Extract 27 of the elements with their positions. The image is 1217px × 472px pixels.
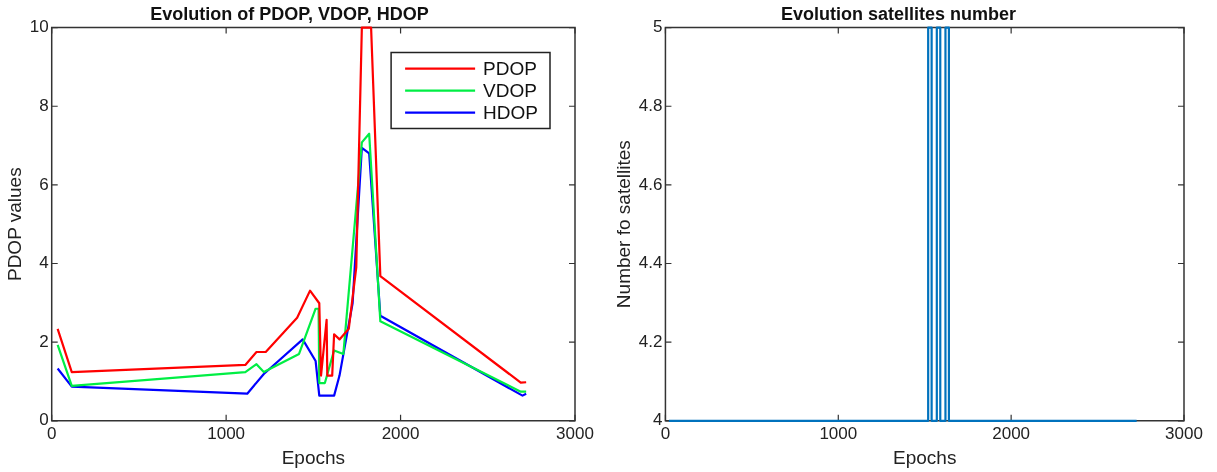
y-tick-label: 4.2: [638, 331, 663, 351]
y-axis-title: Number fo satellites: [612, 140, 634, 309]
y-tick-label: 4.4: [638, 253, 663, 273]
chart-title: Evolution of PDOP, VDOP, HDOP: [150, 3, 429, 24]
x-tick-label: 3000: [1165, 423, 1203, 443]
legend-label: VDOP: [483, 79, 537, 101]
y-tick-label: 10: [29, 17, 49, 37]
x-tick-label: 1000: [819, 423, 858, 443]
y-tick-label: 2: [39, 331, 49, 351]
y-tick-label: 4.8: [638, 95, 663, 115]
chart-title: Evolution satellites number: [780, 3, 1017, 24]
y-tick-label: 4.6: [638, 174, 663, 194]
y-axis-title: PDOP values: [3, 167, 25, 282]
x-tick-label: 2000: [381, 423, 420, 443]
y-tick-label: 0: [39, 410, 49, 430]
legend-label: HDOP: [483, 101, 539, 123]
y-tick-label: 5: [652, 17, 663, 37]
y-tick-label: 6: [39, 174, 49, 194]
legend-label: PDOP: [483, 57, 537, 79]
y-tick-label: 4: [652, 410, 663, 430]
x-axis-title: Epochs: [893, 446, 957, 468]
y-tick-label: 4: [39, 253, 49, 273]
x-tick-label: 1000: [207, 423, 246, 443]
x-tick-label: 2000: [992, 423, 1031, 443]
y-tick-label: 8: [39, 95, 49, 115]
x-tick-label: 3000: [556, 423, 594, 443]
x-axis-title: Epochs: [281, 446, 346, 468]
